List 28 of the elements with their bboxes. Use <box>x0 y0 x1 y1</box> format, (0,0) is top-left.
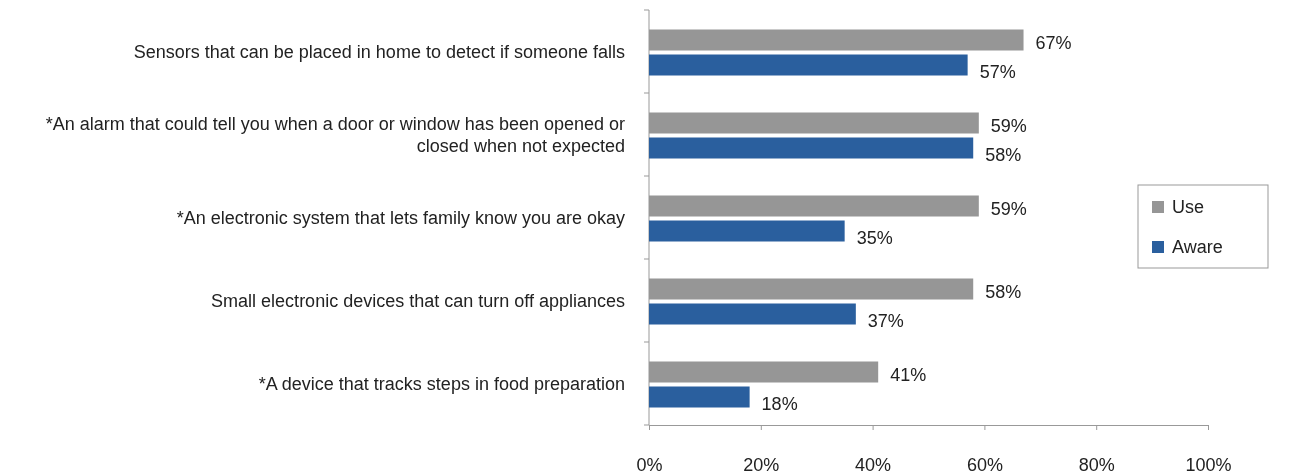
bar <box>649 220 845 242</box>
data-label: 57% <box>979 61 1016 82</box>
y-tick-label: Small electronic devices that can turn off appliances <box>211 290 625 311</box>
x-tick-label: 100% <box>1185 454 1232 475</box>
data-label: 59% <box>990 198 1027 219</box>
bar <box>649 54 968 76</box>
data-label: 35% <box>856 227 893 248</box>
data-label: 59% <box>990 115 1027 136</box>
x-tick-label: 80% <box>1078 454 1115 475</box>
y-tick-label: *A device that tracks steps in food preparation <box>258 373 625 394</box>
data-label: 58% <box>985 281 1022 302</box>
x-tick-label: 20% <box>743 454 780 475</box>
data-label: 58% <box>985 144 1022 165</box>
x-tick-label: 0% <box>636 454 663 475</box>
x-tick-label: 40% <box>855 454 892 475</box>
data-label: 41% <box>890 364 927 385</box>
y-tick-label: *An electronic system that lets family know you are okay <box>176 207 625 228</box>
data-label: 37% <box>867 310 904 331</box>
bar <box>649 303 856 325</box>
bar <box>649 386 750 408</box>
legend-label: Aware <box>1172 237 1223 258</box>
data-label: 67% <box>1035 32 1072 53</box>
y-tick-label: Sensors that can be placed in home to detect if someone falls <box>133 41 625 62</box>
data-label: 18% <box>761 393 798 414</box>
x-tick-label: 60% <box>966 454 1003 475</box>
legend-label: Use <box>1172 197 1205 218</box>
y-tick-label: *An alarm that could tell you when a door or window has been opened or closed when not expected <box>45 113 625 156</box>
bar <box>649 137 974 159</box>
